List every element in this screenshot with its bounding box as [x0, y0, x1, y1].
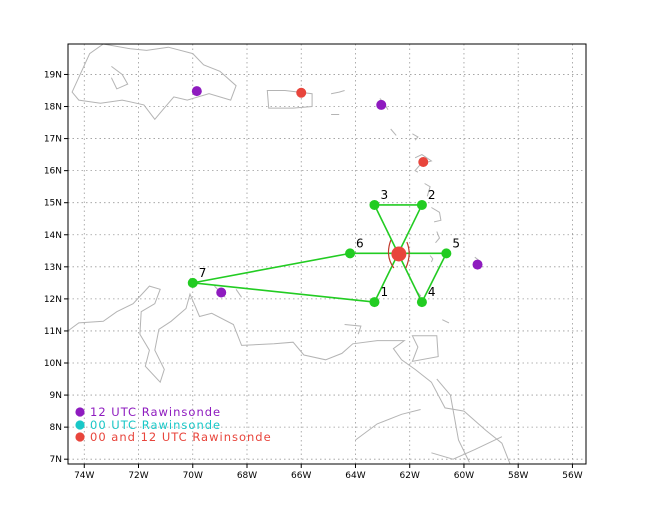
rawinsonde-station-12 [376, 99, 387, 110]
lat-tick-label: 9N [50, 391, 62, 401]
interior-border [431, 436, 503, 460]
drop-point-1 [369, 297, 380, 308]
delta-border [436, 378, 470, 463]
orinoco-river [355, 409, 421, 441]
legend-label-12utc: 12 UTC Rawinsonde [90, 405, 221, 419]
lat-tick-label: 10N [44, 359, 62, 369]
drop-point-label: 1 [380, 285, 388, 299]
lon-tick-label: 72W [128, 471, 148, 481]
lon-tick-label: 66W [291, 471, 311, 481]
martinique-coast [431, 207, 442, 223]
flight-leg [421, 253, 448, 303]
lon-tick-label: 74W [74, 471, 94, 481]
rawinsonde-station-12 [191, 86, 202, 97]
hispaniola-coast [71, 43, 237, 121]
st-lucia-coast [435, 231, 441, 244]
legend-marker-00utc [75, 420, 85, 430]
drop-point-label: 4 [428, 285, 436, 299]
legend: 12 UTC Rawinsonde 00 UTC Rawinsonde 00 a… [75, 405, 271, 444]
lon-tick-label: 56W [562, 471, 582, 481]
flight-leg [192, 282, 375, 303]
drop-point-label: 3 [380, 188, 388, 202]
lat-tick-label: 19N [44, 70, 62, 80]
drop-point-label: 6 [356, 236, 364, 250]
rawinsonde-stations [191, 86, 483, 298]
lat-tick-label: 18N [44, 103, 62, 113]
legend-entry-12utc: 12 UTC Rawinsonde [75, 405, 221, 419]
legend-entry-both: 00 and 12 UTC Rawinsonde [75, 430, 271, 444]
legend-marker-both [75, 432, 85, 442]
antigua-coast [412, 133, 419, 141]
drop-point-label: 7 [199, 266, 207, 280]
lat-tick-label: 12N [44, 295, 62, 305]
lat-tick-label: 8N [50, 423, 62, 433]
map-frame [67, 43, 587, 465]
bonaire-coast [235, 289, 243, 298]
legend-label-00utc: 00 UTC Rawinsonde [90, 418, 221, 432]
legend-entry-00utc: 00 UTC Rawinsonde [75, 418, 221, 432]
lon-tick-label: 60W [454, 471, 474, 481]
drop-point-6 [345, 248, 356, 259]
lon-tick-label: 70W [183, 471, 203, 481]
drop-point-label: 5 [452, 236, 460, 250]
lon-tick-label: 62W [400, 471, 420, 481]
st-vincent-coast [429, 255, 434, 263]
gonave-gulf-coast [110, 66, 129, 90]
lon-tick-label: 64W [345, 471, 365, 481]
virgin-islands-coast [331, 90, 345, 95]
rawinsonde-station-12 [472, 259, 483, 270]
flight-pattern [192, 204, 448, 303]
margarita-coast [344, 324, 362, 335]
drop-point-3 [369, 199, 380, 210]
rawinsonde-station-both [296, 87, 307, 98]
st-kitts-coast [390, 128, 397, 136]
flight-leg [192, 252, 351, 284]
wind-barb-arc [405, 241, 410, 269]
puerto-rico-coast [266, 90, 313, 109]
lon-tick-label: 68W [237, 471, 257, 481]
lon-tick-label: 58W [508, 471, 528, 481]
drop-point-5 [441, 248, 452, 259]
lat-tick-label: 17N [44, 135, 62, 145]
lat-tick-label: 16N [44, 167, 62, 177]
graticule [68, 44, 586, 464]
legend-label-both: 00 and 12 UTC Rawinsonde [90, 430, 272, 444]
rawinsonde-station-both [418, 156, 429, 167]
lat-tick-label: 15N [44, 199, 62, 209]
drop-point-7 [187, 277, 198, 288]
tobago-coast [442, 319, 450, 324]
legend-marker-12utc [75, 407, 85, 417]
storm-center-marker [391, 246, 407, 262]
lat-tick-label: 14N [44, 231, 62, 241]
drop-point-4 [416, 297, 427, 308]
dominica-coast [424, 183, 431, 197]
axis-ticks: 74W 72W 70W 68W 66W 64W 62W 60W 58W 56W 7N 8N 9N 10N 1… [44, 70, 583, 481]
drop-points: 1 2 3 4 5 6 7 [187, 188, 460, 308]
drop-point-2 [416, 199, 427, 210]
drop-point-label: 2 [428, 188, 436, 202]
lat-tick-label: 7N [50, 455, 62, 465]
trinidad-coast [411, 335, 439, 363]
mainland-coast [67, 285, 511, 465]
rawinsonde-station-12 [216, 287, 227, 298]
wind-barb-arc [387, 239, 395, 269]
lat-tick-label: 13N [44, 263, 62, 273]
lat-tick-label: 11N [44, 327, 62, 337]
